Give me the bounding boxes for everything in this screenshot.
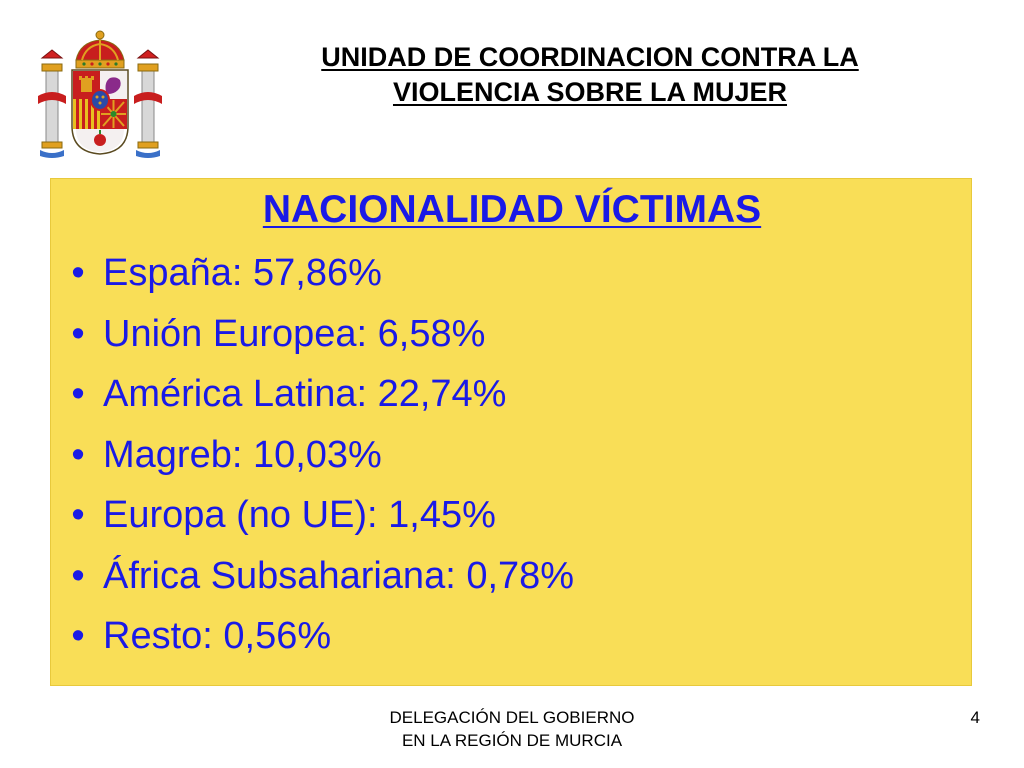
bullet-marker: • [71, 494, 85, 536]
bullet-marker: • [71, 252, 85, 294]
footer-line-2: EN LA REGIÓN DE MURCIA [401, 731, 623, 750]
page-title: UNIDAD DE COORDINACION CONTRA LA VIOLENC… [230, 40, 950, 110]
list-item-text: América Latina: 22,74% [103, 373, 507, 415]
bullet-marker: • [71, 554, 85, 597]
slide-number: 4 [970, 708, 980, 727]
content-panel: NACIONALIDAD VÍCTIMAS • España: 57,86% •… [50, 178, 972, 686]
title-line-1: UNIDAD DE COORDINACION CONTRA LA [321, 42, 859, 72]
title-line-2: VIOLENCIA SOBRE LA MUJER [392, 77, 788, 107]
bullet-marker: • [71, 433, 85, 476]
list-item-text: África Subsahariana: 0,78% [103, 554, 575, 597]
footer-organization: DELEGACIÓN DEL GOBIERNO EN LA REGIÓN DE … [330, 706, 694, 752]
list-item-text: Europa (no UE): 1,45% [103, 494, 496, 536]
list-item-text: Resto: 0,56% [103, 615, 332, 657]
footer-line-1: DELEGACIÓN DEL GOBIERNO [389, 708, 635, 727]
list-item-text: España: 57,86% [103, 252, 382, 294]
panel-heading: NACIONALIDAD VÍCTIMAS [262, 188, 762, 231]
bullet-marker: • [71, 312, 85, 355]
bullet-marker: • [71, 615, 85, 657]
spain-coat-of-arms-icon [36, 30, 164, 160]
bullet-marker: • [71, 373, 85, 415]
list-item-text: Unión Europea: 6,58% [103, 312, 486, 355]
list-item-text: Magreb: 10,03% [103, 433, 382, 476]
